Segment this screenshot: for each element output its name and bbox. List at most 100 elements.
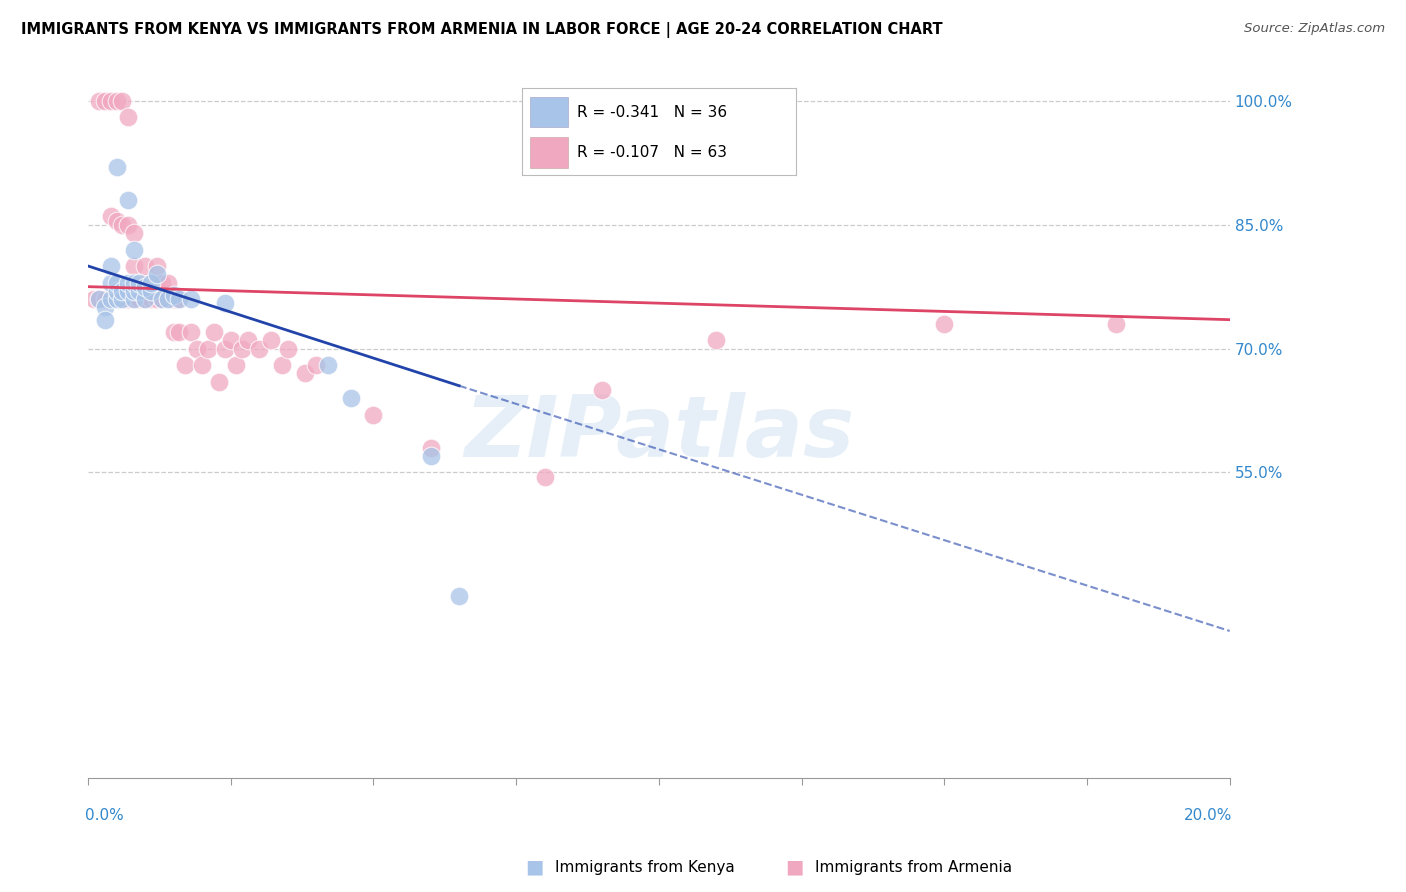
Point	[134, 292, 156, 306]
Text: Immigrants from Kenya: Immigrants from Kenya	[555, 860, 735, 874]
Point	[934, 317, 956, 331]
Point	[94, 94, 117, 108]
Point	[128, 276, 150, 290]
Point	[111, 292, 134, 306]
Point	[169, 325, 191, 339]
Point	[128, 276, 150, 290]
Point	[316, 358, 339, 372]
Point	[139, 292, 162, 306]
Point	[105, 284, 128, 298]
Point	[105, 276, 128, 290]
Point	[208, 375, 231, 389]
Point	[191, 358, 214, 372]
Point	[202, 325, 225, 339]
Point	[163, 325, 186, 339]
Point	[363, 408, 385, 422]
Point	[419, 449, 441, 463]
Point	[105, 213, 128, 227]
Text: 20.0%: 20.0%	[1184, 808, 1233, 823]
Point	[591, 383, 613, 397]
Point	[139, 276, 162, 290]
Point	[122, 284, 145, 298]
Point	[449, 589, 471, 603]
Point	[156, 276, 179, 290]
Point	[111, 292, 134, 306]
Point	[139, 284, 162, 298]
Point	[150, 276, 173, 290]
Point	[169, 292, 191, 306]
Text: ■: ■	[524, 857, 544, 877]
Point	[180, 292, 202, 306]
Point	[94, 292, 117, 306]
Point	[89, 292, 111, 306]
Point	[169, 292, 191, 306]
Text: ZIPatlas: ZIPatlas	[464, 392, 853, 475]
Point	[100, 292, 122, 306]
Point	[122, 276, 145, 290]
Point	[100, 94, 122, 108]
Point	[231, 342, 253, 356]
Point	[156, 292, 179, 306]
Point	[111, 284, 134, 298]
Point	[122, 292, 145, 306]
Point	[117, 292, 139, 306]
Point	[225, 358, 247, 372]
Point	[145, 276, 167, 290]
Point	[219, 334, 242, 348]
Point	[89, 292, 111, 306]
Point	[128, 292, 150, 306]
Text: ■: ■	[785, 857, 804, 877]
Point	[105, 292, 128, 306]
Point	[134, 279, 156, 293]
Point	[105, 160, 128, 174]
Point	[294, 367, 316, 381]
Point	[260, 334, 283, 348]
Point	[1104, 317, 1126, 331]
Point	[100, 292, 122, 306]
Point	[163, 288, 186, 302]
Point	[704, 334, 727, 348]
Point	[271, 358, 294, 372]
Point	[134, 276, 156, 290]
Point	[339, 391, 361, 405]
Point	[186, 342, 208, 356]
Point	[419, 441, 441, 455]
Point	[122, 243, 145, 257]
Point	[305, 358, 328, 372]
Point	[89, 94, 111, 108]
Point	[117, 218, 139, 232]
Point	[94, 312, 117, 326]
Point	[134, 292, 156, 306]
Point	[197, 342, 219, 356]
Point	[150, 292, 173, 306]
Point	[180, 325, 202, 339]
Point	[145, 292, 167, 306]
Point	[145, 267, 167, 281]
Point	[134, 259, 156, 273]
Text: 0.0%: 0.0%	[86, 808, 124, 823]
Text: Immigrants from Armenia: Immigrants from Armenia	[815, 860, 1012, 874]
Text: Source: ZipAtlas.com: Source: ZipAtlas.com	[1244, 22, 1385, 36]
Point	[122, 292, 145, 306]
Point	[214, 296, 236, 310]
Text: IMMIGRANTS FROM KENYA VS IMMIGRANTS FROM ARMENIA IN LABOR FORCE | AGE 20-24 CORR: IMMIGRANTS FROM KENYA VS IMMIGRANTS FROM…	[21, 22, 942, 38]
Point	[122, 226, 145, 240]
Point	[214, 342, 236, 356]
Point	[247, 342, 270, 356]
Point	[117, 284, 139, 298]
Point	[105, 94, 128, 108]
Point	[100, 210, 122, 224]
Point	[100, 276, 122, 290]
Point	[100, 259, 122, 273]
Point	[156, 292, 179, 306]
Point	[117, 111, 139, 125]
Point	[117, 276, 139, 290]
Point	[139, 276, 162, 290]
Point	[145, 259, 167, 273]
Point	[111, 94, 134, 108]
Point	[94, 301, 117, 315]
Point	[83, 292, 105, 306]
Point	[150, 292, 173, 306]
Point	[236, 334, 259, 348]
Point	[117, 193, 139, 207]
